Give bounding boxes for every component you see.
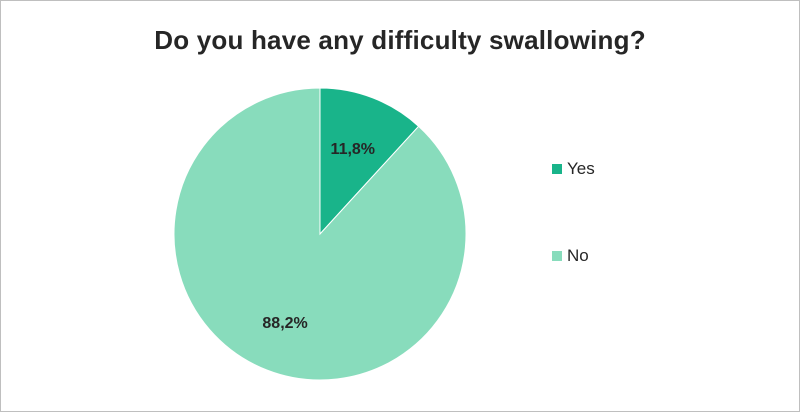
legend-swatch-no [552, 251, 562, 261]
data-label-no: 88,2% [262, 315, 307, 332]
legend-item-yes: Yes [552, 159, 595, 179]
chart-title: Do you have any difficulty swallowing? [154, 25, 646, 55]
legend-swatch-yes [552, 164, 562, 174]
legend-item-no: No [552, 246, 589, 266]
data-label-yes: 11,8% [331, 141, 375, 158]
legend-label-yes: Yes [567, 159, 595, 178]
pie-slice-yes [319, 87, 420, 236]
legend-label-no: No [567, 246, 589, 265]
pie-slice-no [173, 87, 467, 381]
